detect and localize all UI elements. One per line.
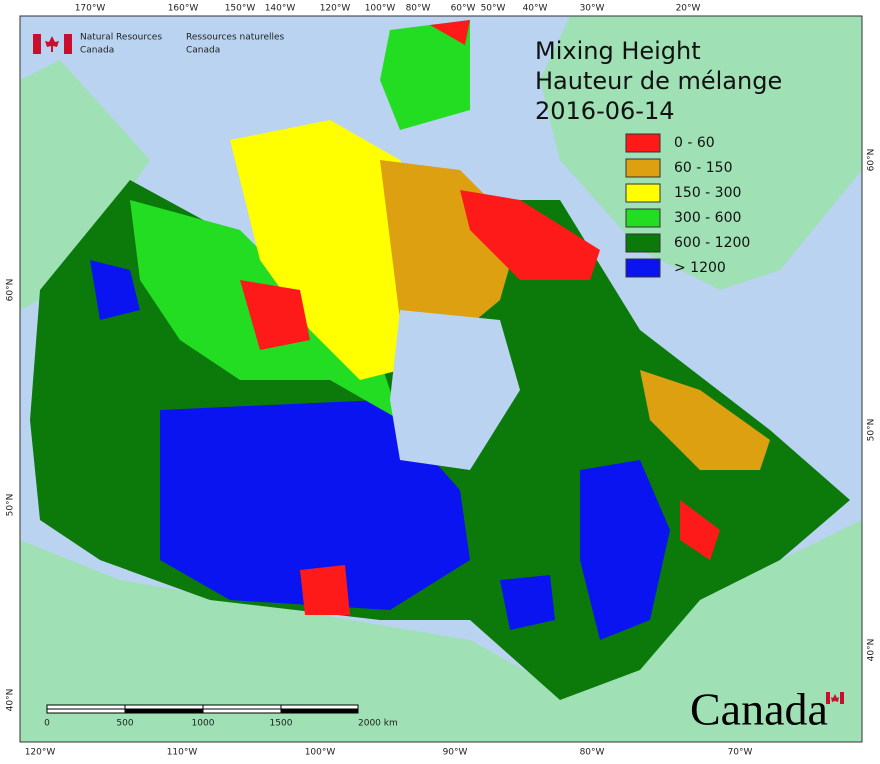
wordmark-text: Canada [690,684,828,735]
legend-swatch [625,158,661,178]
top-label: 40°W [523,4,548,14]
top-label: 160°W [168,4,199,14]
agency-en: Canada [80,46,114,56]
scale-segment [202,708,282,714]
bottom-label: 80°W [580,748,605,758]
baffin-min [460,190,600,280]
prairies-high [160,400,470,610]
legend-swatch [625,208,661,228]
scale-segment [280,704,359,710]
top-label: 60°W [451,4,476,14]
nrcan-signature: Natural Resources Canada Ressources natu… [33,33,285,56]
scale-segment [202,704,282,710]
flag-bar [64,34,72,54]
top-label: 150°W [225,4,256,14]
top-label: 30°W [580,4,605,14]
title: Hauteur de mélange [535,67,782,95]
left-label: 40°N [6,689,16,712]
greenland [540,16,862,290]
agency-fr: Ressources naturelles [186,33,285,43]
bottom-label: 70°W [728,748,753,758]
top-label: 140°W [265,4,296,14]
legend-swatch [625,233,661,253]
scale-segment [124,708,204,714]
right-label: 40°N [867,639,877,662]
top-label: 120°W [320,4,351,14]
flag-bar [33,34,41,54]
hudson-bay [390,310,520,470]
maple-leaf [831,694,839,702]
top-label: 20°W [676,4,701,14]
quebec-high [580,460,670,640]
bottom-label: 110°W [167,748,198,758]
ellesmere [380,20,470,130]
left-label: 50°N [6,494,16,517]
agency-en: Natural Resources [80,33,162,43]
bottom-label: 100°W [305,748,336,758]
legend-label: 150 - 300 [674,185,741,201]
gulf-min [680,500,720,560]
scale-segment [280,708,359,714]
nwt-min [240,280,310,350]
scale-label: 500 [116,719,133,729]
legend-label: 60 - 150 [674,160,733,176]
legend-label: 600 - 1200 [674,235,750,251]
flag-bar [840,692,844,704]
scale-label: 2000 km [358,719,398,729]
bottom-label: 120°W [25,748,56,758]
legend-swatch [625,133,661,153]
top-label: 50°W [481,4,506,14]
scale-segment [124,704,204,710]
maple-leaf [45,36,59,52]
flag-bar [826,692,830,704]
ontario-high [500,575,555,630]
yukon-high [90,260,140,320]
legend-label: 300 - 600 [674,210,741,226]
title: Mixing Height [535,37,701,65]
scale-label: 0 [44,719,50,729]
dakota-min [300,565,350,615]
top-label: 170°W [75,4,106,14]
map-frame [19,15,863,743]
alaska [20,60,150,310]
top-label: 80°W [406,4,431,14]
left-label: 60°N [6,279,16,302]
legend-label: > 1200 [674,260,726,276]
agency-fr: Canada [186,46,220,56]
scale-segment [46,704,126,710]
legend-swatch [625,183,661,203]
scale-label: 1000 [192,719,215,729]
map-body [20,16,862,742]
legend-swatch [625,258,661,278]
usa [20,520,862,742]
ellesmere-min [430,20,470,45]
scale-segment [46,708,126,714]
labrador-low [640,370,770,470]
title: 2016-06-14 [535,97,674,125]
top-label: 100°W [365,4,396,14]
wordmark: Canada [690,684,844,735]
legend-label: 0 - 60 [674,135,715,151]
right-label: 60°N [867,149,877,172]
right-label: 50°N [867,419,877,442]
scale-label: 1500 [270,719,293,729]
bottom-label: 90°W [443,748,468,758]
